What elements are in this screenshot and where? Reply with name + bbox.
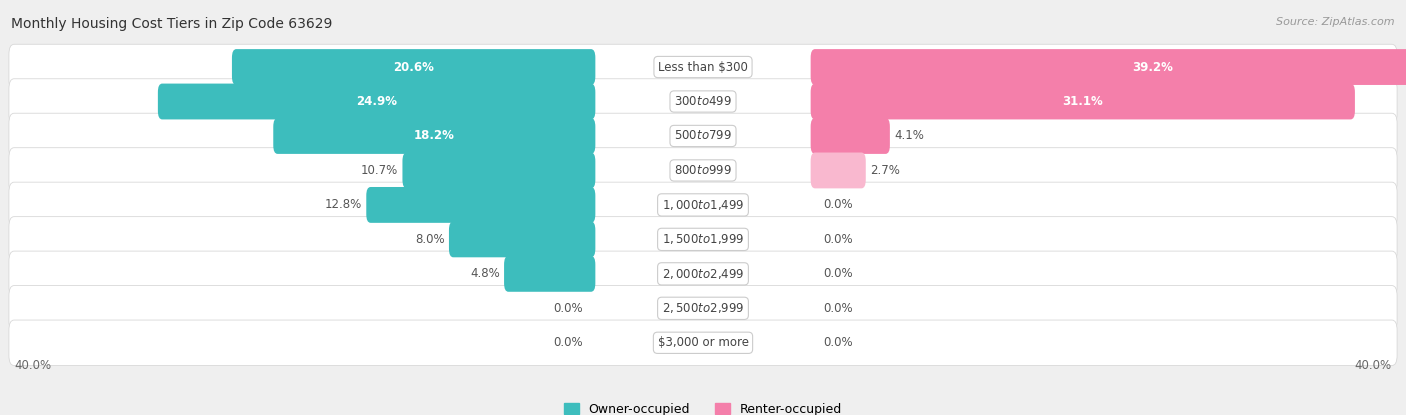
Text: 0.0%: 0.0% xyxy=(553,336,582,349)
Text: 12.8%: 12.8% xyxy=(325,198,361,211)
Text: 0.0%: 0.0% xyxy=(824,302,853,315)
FancyBboxPatch shape xyxy=(273,118,595,154)
Text: 24.9%: 24.9% xyxy=(356,95,396,108)
Text: 8.0%: 8.0% xyxy=(415,233,444,246)
Text: 4.8%: 4.8% xyxy=(470,267,499,281)
FancyBboxPatch shape xyxy=(811,49,1406,85)
Text: 20.6%: 20.6% xyxy=(394,61,434,73)
FancyBboxPatch shape xyxy=(402,153,595,188)
Text: 0.0%: 0.0% xyxy=(824,267,853,281)
Text: 0.0%: 0.0% xyxy=(824,233,853,246)
Text: $800 to $999: $800 to $999 xyxy=(673,164,733,177)
FancyBboxPatch shape xyxy=(8,44,1398,90)
FancyBboxPatch shape xyxy=(8,251,1398,297)
Text: 10.7%: 10.7% xyxy=(361,164,398,177)
Text: Less than $300: Less than $300 xyxy=(658,61,748,73)
Text: 0.0%: 0.0% xyxy=(553,302,582,315)
Text: 40.0%: 40.0% xyxy=(14,359,51,372)
Text: 39.2%: 39.2% xyxy=(1132,61,1173,73)
FancyBboxPatch shape xyxy=(449,222,595,257)
FancyBboxPatch shape xyxy=(232,49,595,85)
FancyBboxPatch shape xyxy=(8,148,1398,193)
FancyBboxPatch shape xyxy=(811,153,866,188)
Text: 0.0%: 0.0% xyxy=(824,336,853,349)
Text: 2.7%: 2.7% xyxy=(870,164,900,177)
Text: Source: ZipAtlas.com: Source: ZipAtlas.com xyxy=(1277,17,1395,27)
Text: 4.1%: 4.1% xyxy=(894,129,924,142)
FancyBboxPatch shape xyxy=(8,286,1398,331)
FancyBboxPatch shape xyxy=(8,217,1398,262)
Text: 40.0%: 40.0% xyxy=(1355,359,1392,372)
Text: $2,500 to $2,999: $2,500 to $2,999 xyxy=(662,301,744,315)
FancyBboxPatch shape xyxy=(157,83,595,120)
Text: 0.0%: 0.0% xyxy=(824,198,853,211)
Text: $300 to $499: $300 to $499 xyxy=(673,95,733,108)
Text: 31.1%: 31.1% xyxy=(1063,95,1104,108)
FancyBboxPatch shape xyxy=(8,79,1398,124)
FancyBboxPatch shape xyxy=(8,113,1398,159)
FancyBboxPatch shape xyxy=(505,256,595,292)
Text: $1,500 to $1,999: $1,500 to $1,999 xyxy=(662,232,744,247)
Text: $2,000 to $2,499: $2,000 to $2,499 xyxy=(662,267,744,281)
FancyBboxPatch shape xyxy=(811,118,890,154)
FancyBboxPatch shape xyxy=(8,182,1398,228)
Text: Monthly Housing Cost Tiers in Zip Code 63629: Monthly Housing Cost Tiers in Zip Code 6… xyxy=(11,17,333,31)
Text: $500 to $799: $500 to $799 xyxy=(673,129,733,142)
Text: 18.2%: 18.2% xyxy=(413,129,454,142)
FancyBboxPatch shape xyxy=(8,320,1398,366)
Text: $1,000 to $1,499: $1,000 to $1,499 xyxy=(662,198,744,212)
Legend: Owner-occupied, Renter-occupied: Owner-occupied, Renter-occupied xyxy=(564,403,842,415)
FancyBboxPatch shape xyxy=(811,83,1355,120)
FancyBboxPatch shape xyxy=(367,187,595,223)
Text: $3,000 or more: $3,000 or more xyxy=(658,336,748,349)
